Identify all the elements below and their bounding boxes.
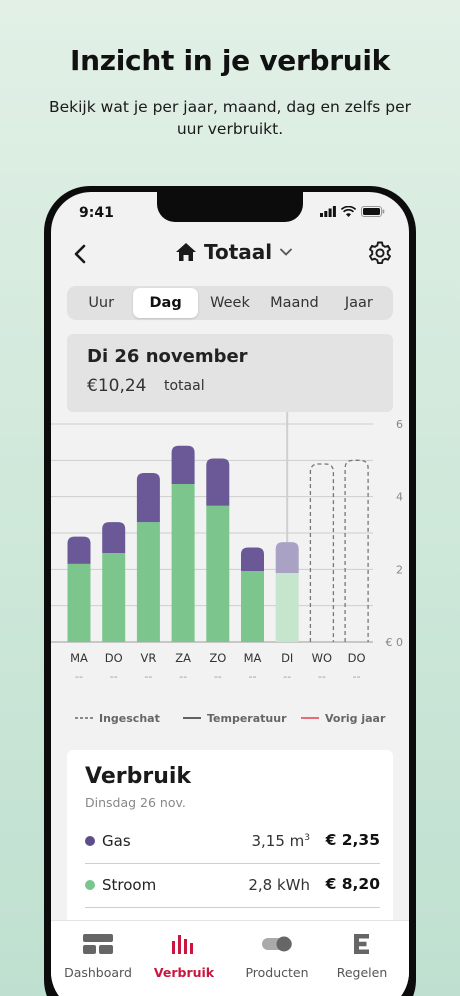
x-tick-label: MA — [70, 651, 88, 665]
status-time: 9:41 — [79, 205, 114, 221]
dashboard-icon — [83, 934, 113, 954]
x-tick-label: ZO — [209, 651, 226, 665]
x-tick-sublabel: -- — [75, 670, 83, 683]
x-tick-sublabel: -- — [318, 670, 326, 683]
estimated-bar — [309, 463, 335, 642]
bar-stroom — [171, 483, 195, 642]
bar-stroom — [206, 505, 230, 642]
tab-uur[interactable]: Uur — [88, 295, 115, 311]
app-screen: 9:41 Totaal Uu — [51, 192, 409, 996]
selected-day-title: Di 26 november — [87, 346, 248, 367]
usage-row-amount: 2,8 kWh — [248, 876, 310, 894]
nav-dashboard[interactable]: Dashboard — [55, 931, 141, 980]
usage-card: Verbruik Dinsdag 26 nov. Gas 3,15 m3 € 2… — [67, 750, 393, 950]
x-tick-label: DO — [105, 651, 123, 665]
y-tick-label: € 0 — [386, 636, 404, 649]
promo-headline: Inzicht in je verbruik — [70, 44, 390, 77]
estimated-bar — [344, 459, 369, 642]
usage-row-amount: 3,15 m3 — [251, 832, 310, 850]
legend-label: Ingeschat — [99, 712, 160, 725]
chevron-down-icon — [280, 248, 293, 256]
selected-day-suffix: totaal — [164, 378, 205, 394]
tab-maand[interactable]: Maand — [270, 295, 319, 311]
x-tick-label: WO — [312, 651, 332, 665]
page-title: Totaal — [204, 240, 273, 264]
x-tick-sublabel: -- — [214, 670, 222, 683]
tab-jaar[interactable]: Jaar — [344, 295, 373, 311]
status-icons — [320, 206, 385, 217]
x-tick-label: DO — [348, 651, 366, 665]
usage-card-title: Verbruik — [85, 764, 192, 789]
bar-gas — [206, 458, 230, 506]
y-tick-label: 4 — [396, 491, 403, 504]
tab-week[interactable]: Week — [210, 295, 250, 311]
usage-row-price: € 2,35 — [325, 831, 380, 849]
usage-row-label: Stroom — [102, 876, 157, 894]
bar-gas — [136, 473, 160, 523]
stroom-dot — [85, 880, 95, 890]
signal-icon — [320, 206, 336, 217]
usage-row-price: € 8,20 — [325, 875, 380, 893]
nav-label: Regelen — [336, 965, 388, 980]
x-tick-label: ZA — [175, 651, 191, 665]
bar-chart-icon — [172, 935, 193, 954]
usage-row-gas[interactable]: Gas 3,15 m3 € 2,35 — [85, 820, 380, 864]
bar-gas — [171, 445, 195, 484]
bar-gas — [241, 547, 264, 572]
legend-label: Temperatuur — [207, 712, 287, 725]
phone-notch — [157, 192, 303, 222]
x-tick-label: MA — [244, 651, 262, 665]
legend-label: Vorig jaar — [325, 712, 386, 725]
y-tick-label: 2 — [396, 563, 403, 576]
nav-verbruik[interactable]: Verbruik — [141, 931, 227, 980]
bar-gas — [275, 542, 299, 573]
usage-row-label: Gas — [102, 832, 131, 850]
x-tick-label: DI — [281, 651, 293, 665]
tab-dag[interactable]: Dag — [133, 288, 198, 318]
x-tick-sublabel: -- — [283, 670, 291, 683]
y-tick-label: 6 — [396, 418, 403, 431]
nav-label: Producten — [245, 965, 309, 980]
bar-gas — [67, 536, 91, 564]
back-button[interactable] — [69, 242, 93, 266]
x-tick-sublabel: -- — [249, 670, 257, 683]
wifi-icon — [341, 206, 356, 217]
period-tabs: Uur Dag Week Maand Jaar — [67, 286, 393, 320]
nav-label: Verbruik — [153, 965, 215, 980]
bar-stroom — [67, 563, 91, 642]
toggle-icon — [262, 936, 292, 952]
x-tick-label: VR — [140, 651, 156, 665]
e-logo-icon — [354, 934, 369, 954]
bar-stroom — [275, 572, 299, 642]
chevron-left-icon — [74, 244, 86, 264]
nav-regelen[interactable]: Regelen — [319, 931, 405, 980]
battery-icon — [361, 206, 385, 217]
bar-stroom — [136, 522, 160, 642]
bar-gas — [102, 522, 126, 553]
gear-icon — [369, 241, 391, 265]
address-selector[interactable]: Totaal — [175, 240, 293, 264]
x-tick-sublabel: -- — [353, 670, 361, 683]
settings-button[interactable] — [367, 240, 393, 266]
selected-day-summary: Di 26 november €10,24 totaal — [67, 334, 393, 412]
promo-subline: Bekijk wat je per jaar, maand, dag en ze… — [48, 98, 411, 138]
home-icon — [176, 243, 196, 261]
bar-stroom — [241, 571, 264, 642]
x-tick-sublabel: -- — [179, 670, 187, 683]
x-tick-sublabel: -- — [110, 670, 118, 683]
usage-chart[interactable]: € 0 2 4 6 MA -- DO -- VR -- ZA -- ZO -- MA -- DI -- WO -- DO… — [51, 412, 409, 752]
bottom-nav: Dashboard Verbruik Producten — [51, 920, 409, 996]
usage-card-subtitle: Dinsdag 26 nov. — [85, 795, 186, 810]
bar-stroom — [102, 552, 126, 642]
nav-label: Dashboard — [64, 965, 132, 980]
usage-row-stroom[interactable]: Stroom 2,8 kWh € 8,20 — [85, 864, 380, 908]
gas-dot — [85, 836, 95, 846]
x-tick-sublabel: -- — [144, 670, 152, 683]
selected-day-amount: €10,24 — [87, 376, 147, 396]
nav-producten[interactable]: Producten — [234, 931, 320, 980]
